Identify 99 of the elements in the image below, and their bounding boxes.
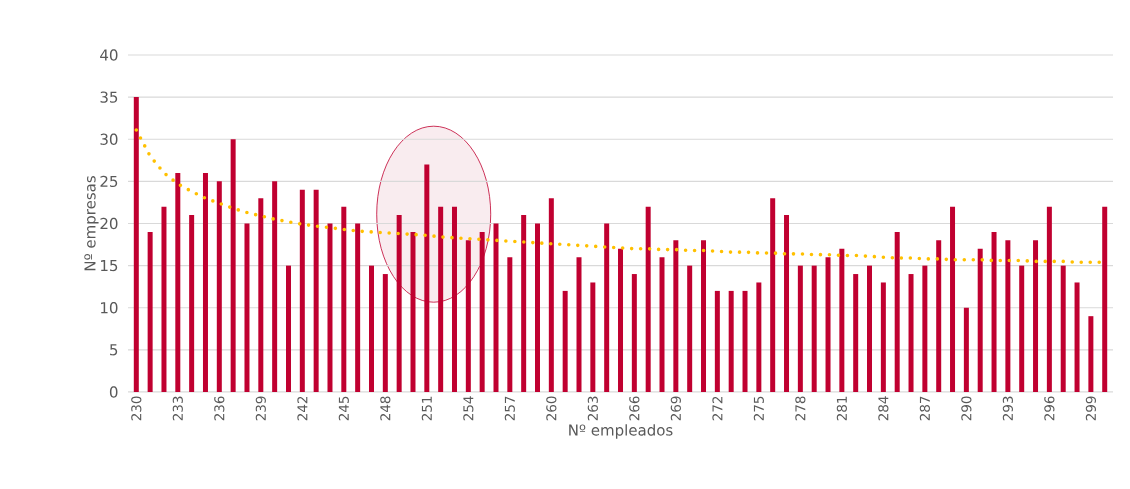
bar xyxy=(604,223,610,392)
bar xyxy=(535,223,540,392)
bar xyxy=(963,307,969,392)
bar xyxy=(590,282,596,392)
bar xyxy=(825,257,831,392)
x-axis-title: Nº empleados xyxy=(569,424,673,439)
y-tick-label: 25 xyxy=(100,175,118,188)
x-tick-label: 290 xyxy=(961,396,972,421)
x-tick-label: 254 xyxy=(463,396,474,421)
bar xyxy=(327,223,333,392)
bar xyxy=(687,265,693,392)
bar xyxy=(645,206,651,392)
x-tick-label: 230 xyxy=(131,396,142,421)
bar xyxy=(908,274,914,392)
y-tick-label: 0 xyxy=(109,386,118,398)
y-tick-label: 10 xyxy=(101,302,118,314)
bar xyxy=(991,231,997,392)
bar xyxy=(950,206,956,392)
y-tick-label: 30 xyxy=(100,133,118,145)
bar xyxy=(894,231,900,392)
x-tick-label: 281 xyxy=(836,396,847,421)
bar xyxy=(867,265,873,392)
y-tick-label: 20 xyxy=(100,217,118,230)
bar xyxy=(313,189,319,392)
x-tick-label: 293 xyxy=(1002,396,1013,421)
x-tick-label: 278 xyxy=(795,396,806,421)
x-tick-label: 275 xyxy=(753,396,764,421)
bar xyxy=(728,290,734,392)
bar xyxy=(922,265,928,392)
x-tick-label: 299 xyxy=(1085,396,1096,421)
bar xyxy=(230,139,236,392)
x-tick-label: 260 xyxy=(546,396,557,421)
x-tick-label: 251 xyxy=(421,396,432,421)
bar xyxy=(147,231,153,392)
bar xyxy=(355,223,361,392)
bar xyxy=(673,240,679,392)
y-axis-title: Nº empresas xyxy=(84,176,99,271)
bar xyxy=(977,248,983,392)
bar xyxy=(701,240,707,392)
bar xyxy=(853,274,859,392)
bar xyxy=(1102,206,1108,392)
bar xyxy=(1019,265,1025,392)
bar xyxy=(756,282,762,392)
y-tick-label: 40 xyxy=(100,49,118,61)
bar xyxy=(631,274,637,392)
bar xyxy=(493,223,499,392)
y-tick-label: 5 xyxy=(110,344,118,356)
y-tick-label: 35 xyxy=(100,91,118,103)
bar xyxy=(175,172,181,392)
bar xyxy=(133,97,139,392)
x-tick-label: 236 xyxy=(214,396,225,421)
x-tick-label: 284 xyxy=(878,396,889,421)
bar xyxy=(714,290,720,392)
x-tick-label: 266 xyxy=(629,396,640,421)
bar xyxy=(880,282,886,392)
x-tick-label: 263 xyxy=(587,396,598,421)
x-tick-label: 248 xyxy=(380,396,391,421)
bar xyxy=(521,215,527,392)
bar xyxy=(936,240,942,392)
bar xyxy=(299,189,305,392)
bar xyxy=(161,206,167,392)
x-tick-label: 239 xyxy=(255,396,266,421)
bar xyxy=(1074,282,1080,392)
bar xyxy=(272,181,278,392)
bar xyxy=(1046,206,1052,392)
bar xyxy=(1033,240,1039,392)
bar xyxy=(784,215,790,392)
x-tick-label: 269 xyxy=(670,396,681,421)
bar xyxy=(368,265,374,392)
bar xyxy=(839,248,845,392)
bar xyxy=(797,265,803,392)
bar xyxy=(770,198,776,392)
bar xyxy=(1088,316,1094,392)
bar xyxy=(382,274,388,392)
x-tick-label: 296 xyxy=(1044,396,1055,421)
x-tick-label: 257 xyxy=(504,396,515,421)
bar xyxy=(202,172,208,392)
bar xyxy=(562,290,568,392)
bar xyxy=(618,248,624,392)
bar xyxy=(341,206,347,392)
bar xyxy=(507,257,513,392)
y-tick-label: 15 xyxy=(101,260,118,272)
x-tick-label: 245 xyxy=(338,396,349,421)
x-tick-label: 242 xyxy=(297,396,308,421)
bar xyxy=(285,265,291,392)
bar xyxy=(811,265,817,392)
x-tick-label: 233 xyxy=(172,396,183,421)
x-tick-label: 287 xyxy=(919,396,930,421)
bar xyxy=(1060,265,1066,392)
bar xyxy=(742,290,748,392)
bar xyxy=(244,223,250,392)
bar xyxy=(548,198,554,392)
bar xyxy=(1005,240,1011,392)
bar xyxy=(576,257,582,392)
bar xyxy=(258,198,264,392)
bar xyxy=(659,257,665,392)
bar xyxy=(216,181,222,392)
bar xyxy=(189,215,195,392)
x-tick-label: 272 xyxy=(712,396,723,421)
